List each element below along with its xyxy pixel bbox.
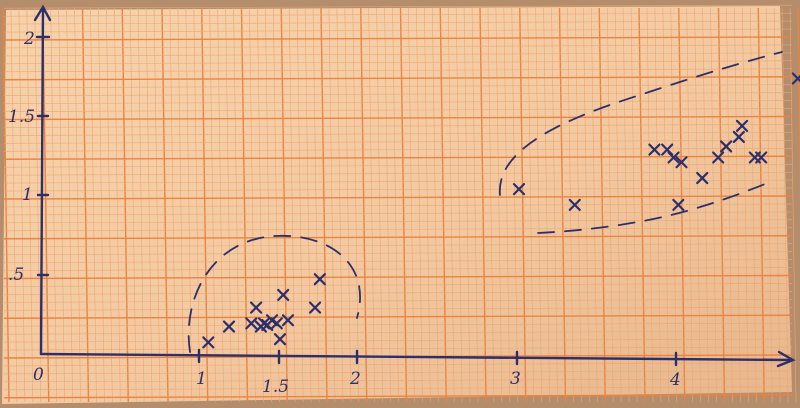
cluster-boundary-right-lower — [537, 181, 771, 234]
x-axis-line — [39, 352, 794, 362]
x-tick-label: 3 — [510, 369, 521, 389]
data-point — [675, 156, 688, 169]
y-tick-label: 1.5 — [8, 107, 35, 127]
data-point — [667, 151, 680, 164]
y-axis-arrow — [33, 4, 52, 22]
data-point — [791, 72, 800, 85]
data-point — [755, 151, 768, 164]
x-ticks — [197, 348, 678, 367]
data-point — [245, 317, 258, 330]
y-ticks — [35, 35, 51, 277]
y-axis-line — [39, 6, 45, 356]
y-tick-label: 2 — [23, 29, 35, 49]
data-point — [732, 130, 745, 144]
data-point — [257, 317, 271, 330]
data-point — [313, 273, 326, 286]
data-point — [281, 314, 295, 327]
data-points — [202, 72, 800, 349]
data-point — [568, 198, 581, 211]
x-tick-label: 4 — [669, 370, 681, 390]
paper-sheet — [2, 6, 792, 404]
x-tick-label: 0 — [33, 365, 44, 385]
data-point — [720, 140, 733, 153]
cluster-boundary-left — [187, 235, 361, 353]
axis-labels: 2 1.5 1 .5 0 1 1.5 2 3 4 — [8, 29, 681, 397]
data-point — [273, 333, 287, 346]
data-point — [648, 143, 661, 156]
data-point — [222, 320, 236, 333]
data-point — [512, 183, 526, 196]
cluster-boundary-right-upper — [499, 51, 783, 196]
data-point — [712, 151, 725, 164]
data-point — [696, 171, 709, 185]
data-point — [270, 317, 283, 330]
cluster-boundaries — [187, 51, 783, 353]
grid — [2, 4, 800, 403]
data-point — [277, 288, 290, 302]
data-point — [308, 301, 322, 314]
axes — [33, 4, 796, 368]
y-tick-label: .5 — [8, 265, 24, 285]
data-point — [250, 301, 263, 314]
data-point — [672, 198, 685, 211]
data-point — [735, 119, 749, 132]
x-tick-label: 1.5 — [262, 377, 289, 397]
x-tick-label: 2 — [349, 369, 361, 389]
x-axis-arrow — [776, 350, 796, 368]
data-point — [202, 336, 215, 349]
y-tick-label: 1 — [22, 185, 33, 205]
x-tick-label: 1 — [196, 369, 207, 389]
